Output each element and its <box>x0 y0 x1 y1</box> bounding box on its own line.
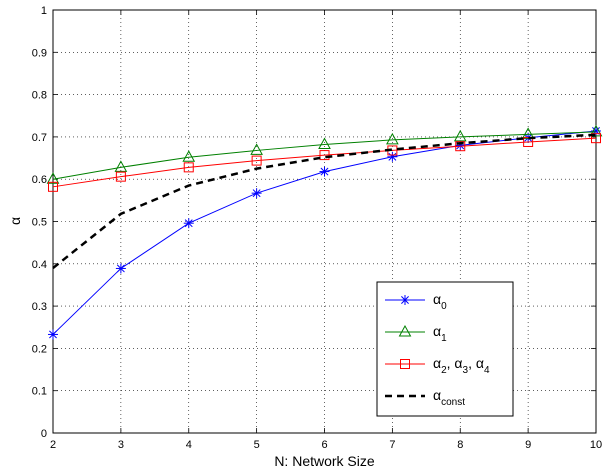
asterisk-marker <box>251 188 262 199</box>
y-tick-label: 0 <box>41 428 47 440</box>
y-tick-label: 0.4 <box>32 259 47 271</box>
x-tick-label: 5 <box>254 439 260 451</box>
square-marker <box>48 181 58 192</box>
series-3 <box>52 133 597 270</box>
legend-entry: α2, α3, α4 <box>385 355 490 376</box>
square-marker <box>400 359 410 369</box>
y-tick-label: 0.8 <box>32 90 47 102</box>
x-tick-label: 3 <box>118 439 124 451</box>
triangle-marker <box>398 324 412 337</box>
triangle-marker <box>453 129 467 142</box>
triangle-marker <box>386 132 399 145</box>
x-tick-label: 8 <box>457 439 463 451</box>
asterisk-marker <box>387 151 398 162</box>
asterisk-marker <box>115 263 126 274</box>
square-marker <box>183 162 194 173</box>
x-tick-label: 10 <box>590 439 602 451</box>
x-tick-label: 6 <box>321 439 327 451</box>
series-1 <box>46 124 603 184</box>
legend: α0 α1 α2, α3, α4 αconst <box>376 281 514 417</box>
square-marker <box>251 155 262 166</box>
asterisk-marker <box>319 166 330 177</box>
square-marker <box>455 141 466 152</box>
series-line <box>52 133 597 270</box>
legend-label: α1 <box>433 323 447 344</box>
legend-entry: α0 <box>385 291 447 312</box>
y-axis-label: α <box>7 217 23 225</box>
y-tick-label: 0.1 <box>32 386 47 398</box>
x-tick-label: 4 <box>186 439 192 451</box>
triangle-marker <box>182 150 196 162</box>
y-tick-label: 0.6 <box>32 174 47 186</box>
square-marker <box>523 136 534 147</box>
legend-label: α0 <box>433 291 447 312</box>
asterisk-marker <box>48 329 58 340</box>
triangle-marker <box>250 143 263 155</box>
x-axis-ticks: 2 3 4 5 6 7 8 9 10 <box>50 10 602 451</box>
series-line <box>52 131 597 180</box>
y-tick-label: 0.3 <box>32 301 47 313</box>
x-axis-label: N: Network Size <box>274 453 375 469</box>
triangle-marker <box>521 127 535 139</box>
y-axis-ticks: 0 0.1 0.2 0.3 0.4 0.5 0.6 0.7 0.8 0.9 1 <box>32 5 596 440</box>
x-tick-label: 2 <box>50 439 56 451</box>
data-series <box>46 124 603 340</box>
y-tick-label: 0.9 <box>32 47 47 59</box>
square-marker <box>115 171 126 182</box>
asterisk-marker <box>400 295 410 305</box>
triangle-marker <box>589 124 603 137</box>
asterisk-marker <box>183 218 194 229</box>
legend-entry: α1 <box>385 323 447 344</box>
legend-entry: αconst <box>385 387 465 408</box>
triangle-marker <box>114 160 128 172</box>
series-2 <box>48 133 601 192</box>
square-marker <box>591 133 601 144</box>
legend-box <box>376 281 514 417</box>
y-tick-label: 1 <box>41 5 47 17</box>
series-line <box>52 137 597 188</box>
plot-area <box>53 10 596 433</box>
series-0 <box>48 125 601 340</box>
x-tick-label: 7 <box>389 439 395 451</box>
square-marker <box>319 150 330 161</box>
y-tick-label: 0.5 <box>32 217 47 229</box>
y-tick-label: 0.2 <box>32 343 47 355</box>
legend-label: αconst <box>433 387 465 408</box>
y-tick-label: 0.7 <box>32 132 47 144</box>
triangle-marker <box>318 137 331 150</box>
x-tick-label: 9 <box>525 439 531 451</box>
triangle-marker <box>46 172 60 184</box>
legend-label: α2, α3, α4 <box>433 355 490 376</box>
